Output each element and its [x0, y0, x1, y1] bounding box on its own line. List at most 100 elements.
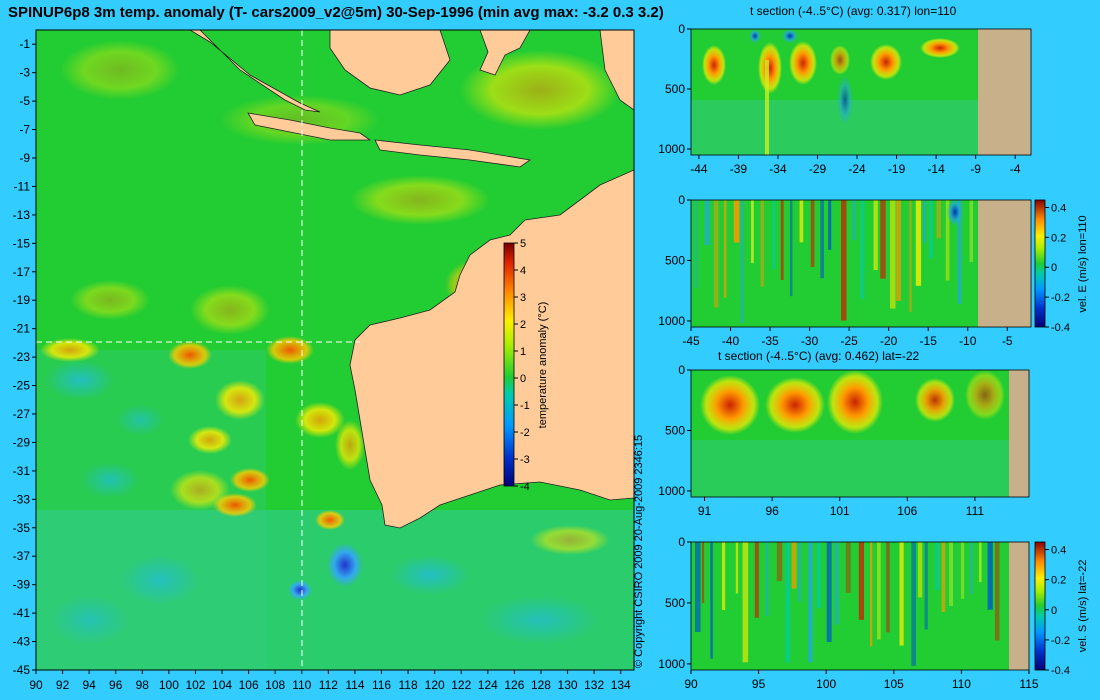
main-colorbar-tick-label: 3: [520, 292, 526, 304]
main-colorbar: 5 4 3 2 1 0 -1 -2 -3 -4 temperature anomaly (°C): [503, 238, 549, 493]
section-x-tick-label: -10: [959, 334, 977, 348]
velocity-stripe: [701, 542, 705, 604]
vel-e-colorbar-label: vel. E (m/s) lon=110: [1077, 215, 1089, 312]
sulawesi-land: [479, 30, 531, 76]
main-colorbar-label: temperature anomaly (°C): [537, 302, 549, 429]
section-colorbar-tick-label: -0.4: [1051, 322, 1070, 334]
main-colorbar-tick-label: 2: [520, 319, 526, 331]
velocity-stripe: [826, 542, 832, 642]
velocity-stripe: [911, 542, 917, 666]
velocity-stripe: [754, 542, 759, 618]
main-colorbar-tick-label: -1: [520, 400, 530, 412]
map-y-tick-label: -43: [13, 635, 31, 649]
map-x-tick-label: 104: [212, 678, 232, 692]
map-y-ticks: -1 -3 -5 -7 -9 -11 -13 -15 -17 -19 -21 -23 -25 -27 -29…: [13, 37, 36, 677]
section-y-tick-label: 500: [665, 596, 685, 610]
section-x-tick-label: -4: [1010, 162, 1021, 176]
velocity-stripe: [785, 542, 790, 663]
velocity-stripe: [870, 542, 873, 647]
velocity-stripe: [776, 542, 783, 582]
main-colorbar-tick-label: -4: [520, 481, 530, 493]
main-colorbar-tick-label: 5: [520, 238, 526, 250]
map-x-tick-label: 120: [425, 678, 445, 692]
map-y-tick-label: -13: [13, 208, 31, 222]
section-x-tick-label: 90: [684, 677, 698, 691]
section-y-tick-label: 0: [678, 22, 685, 36]
velocity-stripe: [751, 200, 754, 264]
australia-land: [349, 169, 634, 529]
section-x-tick-label: -30: [801, 334, 819, 348]
section-colorbar-tick-label: -0.4: [1051, 665, 1070, 677]
t-section-lat-land: [1009, 370, 1029, 497]
velocity-stripe: [970, 542, 973, 595]
section-x-tick-label: 91: [698, 504, 712, 518]
section-x-tick-label: -34: [769, 162, 787, 176]
section-y-tick-label: 1000: [658, 314, 685, 328]
velocity-stripe: [873, 200, 878, 271]
map-x-tick-label: 92: [56, 678, 70, 692]
section-y-tick-label: 500: [665, 423, 685, 437]
section-x-tick-label: -9: [970, 162, 981, 176]
map-y-tick-label: -35: [13, 521, 31, 535]
map-x-tick-label: 90: [29, 678, 43, 692]
velocity-stripe: [807, 542, 813, 663]
nusa-tenggara-land: [374, 139, 532, 168]
map-x-tick-label: 110: [292, 678, 311, 692]
section-x-tick-label: 111: [966, 504, 985, 518]
velocity-stripe: [798, 542, 801, 602]
section-colorbar-tick-label: 0: [1051, 262, 1057, 274]
velocity-stripe: [859, 200, 865, 300]
velocity-stripe: [941, 542, 946, 613]
section-colorbar-tick-label: 0: [1051, 605, 1057, 617]
velocity-stripe: [886, 542, 890, 633]
vel-e-lon-features: [695, 200, 973, 324]
velocity-stripe: [780, 200, 784, 280]
map-y-tick-label: -7: [19, 123, 30, 137]
section-colorbar-tick-label: -0.2: [1051, 292, 1070, 304]
section-colorbar-tick-label: 0.4: [1051, 202, 1066, 214]
t-section-lat-panel: 91 96 101 106 111 0 500 1000: [658, 363, 1030, 518]
velocity-stripe: [949, 542, 954, 606]
copyright-text: © Copyright CSIRO 2009 20-Aug-2009 2346:…: [633, 435, 645, 668]
main-colorbar-tick-label: -2: [520, 427, 530, 439]
velocity-stripe: [740, 200, 744, 324]
map-x-tick-label: 106: [239, 678, 259, 692]
section-y-tick-label: 1000: [658, 484, 685, 498]
map-x-tick-label: 96: [109, 678, 123, 692]
map-y-tick-label: -5: [19, 94, 30, 108]
section-y-tick-label: 500: [665, 82, 685, 96]
map-x-tick-label: 114: [345, 678, 364, 692]
velocity-stripe: [704, 200, 711, 246]
t-section-lon-panel: -44 -39 -34 -29 -24 -19 -14 -9 -4 0 500 1000: [658, 22, 1032, 176]
velocity-stripe: [845, 542, 851, 593]
map-x-tick-label: 112: [319, 678, 338, 692]
section-colorbar-tick-label: 0.2: [1051, 575, 1066, 587]
map-y-tick-label: -29: [13, 435, 31, 449]
velocity-stripe: [713, 200, 719, 308]
section-x-tick-label: 95: [752, 677, 766, 691]
velocity-stripe: [810, 200, 815, 267]
velocity-stripe: [896, 200, 901, 301]
vel-e-lon-panel: -45 -40 -35 -30 -25 -20 -15 -10 -5 0 500 1000 0.4 0.…: [658, 193, 1089, 348]
section-x-tick-label: -29: [809, 162, 827, 176]
section-x-tick-label: -15: [920, 334, 938, 348]
main-colorbar-tick-label: 1: [520, 346, 526, 358]
section-x-tick-label: 110: [952, 677, 971, 691]
vel-s-lat-land: [1009, 542, 1029, 670]
main-colorbar-tick-label: 0: [520, 373, 526, 385]
map-y-tick-label: -3: [19, 66, 30, 80]
map-x-tick-label: 116: [372, 678, 391, 692]
velocity-stripe: [695, 542, 701, 633]
velocity-stripe: [710, 542, 713, 659]
velocity-stripe: [765, 542, 769, 617]
velocity-stripe: [936, 200, 942, 239]
velocity-stripe: [791, 542, 797, 589]
velocity-stripe: [924, 542, 928, 630]
section-x-tick-label: 101: [830, 504, 850, 518]
velocity-stripe: [733, 200, 740, 243]
map-x-tick-label: 132: [584, 678, 604, 692]
section-x-tick-label: 115: [1019, 677, 1038, 691]
map-y-tick-label: -27: [13, 407, 31, 421]
velocity-stripe: [929, 200, 933, 259]
velocity-stripe: [820, 200, 825, 279]
